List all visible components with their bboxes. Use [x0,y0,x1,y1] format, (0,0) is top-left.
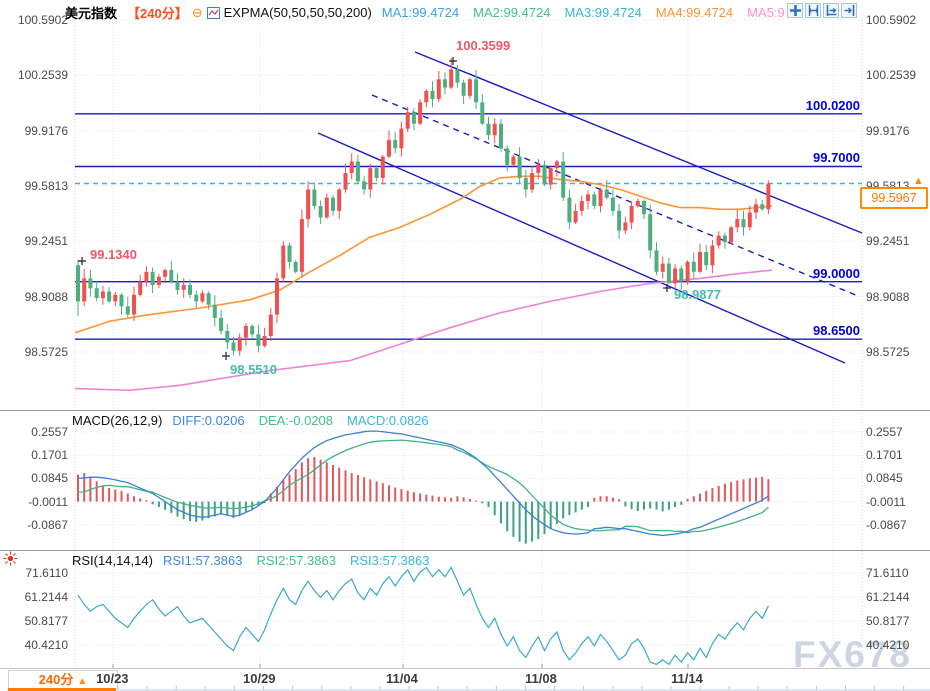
chart-icon [206,6,220,19]
rsi-value-1: RSI2:57.3863 [256,553,336,568]
main-axis-left-4: 99.2451 [24,234,68,249]
main-axis-right-4: 99.2451 [866,234,910,249]
price-line-label-1: 99.7000 [813,150,860,166]
collapse-icon[interactable]: ⊖ [191,4,203,20]
price-line-label-2: 99.0000 [813,265,860,281]
indicator-name: EXPMA(50,50,50,50,200) [223,5,372,20]
macd-axis-left-4: -0.0867 [27,517,68,532]
macd-axis-right-1: 0.1701 [866,448,903,463]
rsi-axis-right-2: 50.8177 [866,614,910,628]
ma-values: MA1:99.4724 MA2:99.4724 MA3:99.4724 MA4:99.… [382,5,799,20]
date-label-11/04: 11/04 [386,671,418,686]
macd-axis-left-2: 0.0845 [31,471,68,486]
macd-value-0: DIFF:0.0206 [172,413,245,428]
macd-axis-right-3: -0.0011 [866,494,906,509]
timeframe-up-arrow: ▲ [77,676,88,687]
timeframe-tab[interactable]: 240分 ▲ [8,670,118,690]
price-up-arrow: ▲ [913,175,924,187]
date-label-10/23: 10/23 [96,671,129,686]
annotation-99.1340: 99.1340 [90,247,137,262]
ma-value-4: MA5:9 [747,5,785,20]
macd-header: MACD(26,12,9) DIFF:0.0206 DEA:-0.0208 MACD… [72,413,453,428]
sun-icon[interactable] [3,551,18,571]
main-axis-right-6: 98.5725 [866,345,910,359]
rsi-values: RSI1:57.3863 RSI2:57.3863 RSI3:57.3863 [163,553,444,568]
annotation-100.3599: 100.3599 [456,38,511,53]
timeframe-underline [8,688,116,691]
rsi-header: RSI(14,14,14) RSI1:57.3863 RSI2:57.3863 RS… [72,553,453,568]
main-axis-right-0: 100.5902 [866,13,917,27]
rsi-axis-right-3: 40.4210 [866,638,910,652]
time-scrollbar[interactable] [0,669,930,691]
ma-value-1: MA2:99.4724 [473,5,551,20]
ma-value-0: MA1:99.4724 [381,5,460,20]
timeframe-tab-label: 240分 [38,672,74,687]
macd-values: DIFF:0.0206 DEA:-0.0208 MACD:0.0826 [172,413,442,428]
zoom-range-icon[interactable] [823,3,839,18]
macd-value-1: DEA:-0.0208 [258,413,334,428]
macd-axis-left-0: 0.2557 [31,425,68,439]
time-axis-bar: 240分 ▲ 10/23 10/29 11/04 11/08 11/14 [0,668,930,691]
date-label-11/14: 11/14 [671,671,703,686]
macd-axis-left-1: 0.1701 [31,448,68,463]
date-label-11/08: 11/08 [525,671,557,686]
main-axis-right-1: 100.2539 [866,68,917,83]
pan-icon[interactable] [787,3,803,18]
macd-title: MACD(26,12,9) [72,413,163,428]
main-axis-left-3: 99.5813 [24,179,68,193]
macd-axis-right-4: -0.0867 [866,517,907,532]
annotation-98.9877: 98.9877 [674,287,721,302]
main-axis-left-6: 98.5725 [24,345,68,359]
timeframe-label: 【240分】 [127,6,188,21]
annotation-98.5510: 98.5510 [230,362,277,377]
rsi-axis-left-1: 61.2144 [24,590,68,604]
shift-right-icon[interactable] [841,3,857,18]
macd-axis-right-2: 0.0845 [866,471,903,486]
rsi-value-0: RSI1:57.3863 [162,553,243,568]
date-label-10/29: 10/29 [243,671,276,686]
ma-value-3: MA4:99.4724 [655,5,734,20]
ma-value-2: MA3:99.4724 [564,5,642,20]
chart-toolbar [787,3,857,18]
rsi-value-2: RSI3:57.3863 [349,553,430,568]
main-axis-left-1: 100.2539 [17,68,68,83]
main-axis-left-0: 100.5902 [17,13,68,27]
rsi-title: RSI(14,14,14) [72,553,153,568]
rsi-axis-left-2: 50.8177 [24,614,68,628]
price-line-label-0: 100.0200 [805,97,860,113]
price-line-label-3: 98.6500 [813,323,860,339]
main-axis-left-5: 98.9088 [24,289,68,304]
main-axis-left-2: 99.9176 [24,123,68,138]
symbol-name: 美元指数 [65,6,118,21]
rsi-axis-right-0: 71.6110 [866,566,909,580]
main-axis-right-2: 99.9176 [866,123,910,138]
current-price-box: 99.5967 [860,187,928,209]
main-chart-header: 美元指数 【240分】 ⊖ EXPMA(50,50,50,50,200) MA1… [65,3,799,22]
rsi-axis-left-3: 40.4210 [24,638,68,652]
fit-width-icon[interactable] [805,3,821,18]
macd-value-2: MACD:0.0826 [347,413,429,428]
rsi-axis-right-1: 61.2144 [866,590,910,604]
macd-axis-left-3: -0.0011 [28,494,68,509]
main-axis-right-5: 98.9088 [866,289,910,304]
rsi-axis-left-0: 71.6110 [25,566,69,580]
macd-axis-right-0: 0.2557 [866,425,903,439]
